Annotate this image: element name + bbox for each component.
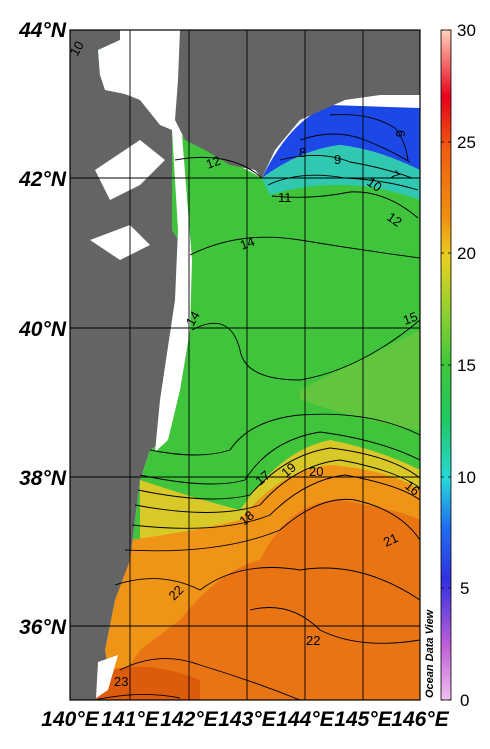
latitude-label: 42°N — [18, 168, 67, 191]
longitude-label: 140°E — [41, 708, 99, 731]
contour-label: 10 — [364, 174, 384, 195]
longitude-label: 142°E — [160, 708, 218, 731]
colorbar-tick-label: 20 — [457, 244, 476, 263]
contour-lines — [94, 114, 420, 700]
colorbar: 30 25 20 15 10 5 0 — [440, 21, 476, 710]
nodata-coast-3 — [96, 655, 118, 698]
contour-label: 11 — [278, 190, 292, 205]
plot-area — [70, 30, 420, 700]
contour-label: 12 — [204, 153, 223, 172]
latitude-axis: 44°N 42°N 40°N 38°N 36°N — [18, 19, 67, 639]
contour-label: 22 — [306, 633, 320, 648]
temperature-field-blue — [262, 105, 420, 178]
temperature-field-light-green — [300, 330, 420, 430]
longitude-label: 143°E — [218, 708, 276, 731]
latitude-label: 36°N — [19, 616, 67, 639]
colorbar-tick-label: 10 — [457, 468, 476, 487]
contour-label: 14 — [238, 234, 257, 253]
contour-label: 14 — [183, 308, 203, 328]
colorbar-tick-label: 0 — [460, 691, 469, 710]
odv-watermark: Ocean Data View — [424, 608, 436, 698]
contour-label: 9 — [334, 152, 341, 167]
plot-frame — [69, 29, 421, 701]
graticule — [70, 30, 420, 700]
contour-label: 6 — [393, 130, 408, 137]
nodata-coast-2 — [155, 130, 192, 452]
longitude-label: 144°E — [276, 708, 334, 731]
latitude-label: 38°N — [19, 467, 67, 490]
colorbar-tick-label: 15 — [457, 356, 476, 375]
contour-label: 21 — [381, 530, 400, 550]
nodata-strait — [98, 40, 165, 95]
contour-label: 23 — [114, 674, 128, 689]
latitude-label: 44°N — [18, 19, 67, 42]
contour-label: 15 — [401, 309, 420, 328]
colorbar-tick-label: 25 — [457, 133, 476, 152]
colorbar-tick-label: 30 — [457, 21, 476, 40]
nodata-coast-1 — [90, 225, 150, 260]
contour-label: 20 — [309, 464, 323, 479]
temperature-field-dark-orange — [110, 500, 420, 700]
temperature-field-deep-orange — [95, 666, 200, 700]
colorbar-tick-label: 5 — [460, 579, 469, 598]
longitude-label: 145°E — [334, 708, 392, 731]
longitude-label: 141°E — [101, 708, 159, 731]
contour-label: 8 — [299, 145, 306, 160]
longitude-axis: 140°E 141°E 142°E 143°E 144°E 145°E 146°… — [41, 708, 449, 731]
contour-label: 12 — [384, 209, 404, 230]
colorbar-ticks — [441, 29, 451, 701]
longitude-label: 146°E — [391, 708, 449, 731]
temperature-field-cyan — [262, 145, 420, 200]
land-hokkaido — [175, 30, 420, 178]
latitude-label: 40°N — [18, 318, 67, 341]
contour-label: 10 — [67, 38, 87, 58]
